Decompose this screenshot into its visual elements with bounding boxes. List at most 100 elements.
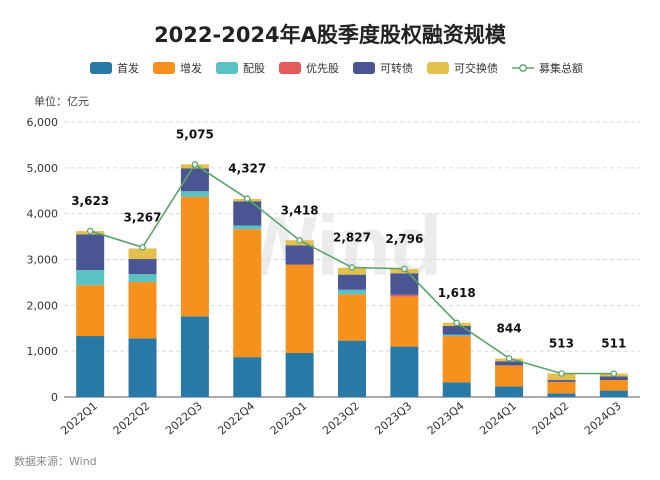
bar-segment xyxy=(285,353,314,397)
bar-segment xyxy=(180,191,209,197)
total-point xyxy=(401,265,408,273)
y-tick-label: 1,000 xyxy=(27,345,59,358)
total-data-label: 844 xyxy=(497,321,522,335)
legend-swatch xyxy=(153,62,175,74)
x-axis: 2022Q1 2022Q2 2022Q3 2022Q4 2023Q1 2023Q2 2023… xyxy=(58,399,623,437)
bar-segment xyxy=(128,248,157,260)
bar-segment xyxy=(547,373,576,381)
x-tick-label: 2022Q4 xyxy=(215,399,257,437)
y-tick-label: 6,000 xyxy=(27,116,59,129)
legend-item[interactable]: 首发 xyxy=(90,61,139,75)
legend-label: 募集总额 xyxy=(539,61,583,75)
bar-segment xyxy=(128,274,157,282)
x-tick-label: 2024Q1 xyxy=(477,399,519,437)
total-point xyxy=(453,319,460,327)
total-point xyxy=(610,370,618,377)
x-tick-label: 2022Q1 xyxy=(58,399,100,437)
total-data-label: 3,623 xyxy=(71,194,109,208)
bar-segment xyxy=(495,386,524,397)
total-data-label: 2,796 xyxy=(385,232,423,246)
y-tick-label: 3,000 xyxy=(27,254,59,267)
legend-label: 配股 xyxy=(243,62,265,75)
bar-segment xyxy=(128,259,157,275)
legend-item[interactable]: 募集总额 xyxy=(512,61,583,75)
unit-label: 单位：亿元 xyxy=(34,94,89,108)
legend-swatch xyxy=(90,62,112,74)
bar-segment xyxy=(338,267,366,275)
total-point xyxy=(505,355,513,362)
bar-segment xyxy=(495,365,524,387)
legend-item[interactable]: 可交换债 xyxy=(427,61,498,75)
legend-swatch xyxy=(427,62,449,74)
legend-label: 优先股 xyxy=(306,62,339,75)
bar-segment xyxy=(442,325,471,335)
legend: 首发 增发 配股 优先股 可转债 可交换债 募集总额 xyxy=(90,61,583,75)
legend-item[interactable]: 增发 xyxy=(153,61,202,75)
x-tick-label: 2022Q2 xyxy=(111,399,153,437)
legend-label: 首发 xyxy=(117,61,139,75)
bar-segment xyxy=(442,336,471,383)
x-tick-label: 2023Q3 xyxy=(372,399,414,437)
bar-segment xyxy=(442,334,471,337)
total-point xyxy=(139,244,146,251)
bar-segment xyxy=(338,340,366,397)
total-point xyxy=(296,237,303,244)
total-point xyxy=(558,370,565,377)
total-data-label: 511 xyxy=(601,337,626,351)
legend-label: 增发 xyxy=(180,61,202,75)
bar-segment xyxy=(390,273,419,295)
bar-segment xyxy=(285,245,314,265)
legend-swatch xyxy=(353,62,375,74)
total-point xyxy=(348,264,356,271)
legend-label: 可交换债 xyxy=(454,61,498,75)
bar-segment xyxy=(495,361,524,366)
total-data-label: 513 xyxy=(549,336,574,350)
y-tick-label: 0 xyxy=(51,391,58,404)
x-tick-label: 2022Q3 xyxy=(163,399,205,437)
bar-segment xyxy=(338,294,366,341)
bar-segment xyxy=(76,270,105,286)
legend-item[interactable]: 配股 xyxy=(216,62,265,75)
legend-marker xyxy=(519,64,527,72)
bar-segment xyxy=(285,264,314,353)
bar-segment xyxy=(599,390,628,397)
legend-item[interactable]: 可转债 xyxy=(353,61,413,75)
bar-segment xyxy=(233,357,262,397)
bar-segment xyxy=(233,225,262,230)
total-data-label: 2,827 xyxy=(333,230,371,244)
bar-segment xyxy=(390,296,419,347)
bar-segment xyxy=(547,393,576,397)
y-tick-label: 5,000 xyxy=(27,162,59,175)
total-data-label: 5,075 xyxy=(176,127,214,141)
total-point xyxy=(86,227,94,235)
legend-swatch xyxy=(279,62,301,74)
bar-segment xyxy=(599,376,628,381)
bar-segment xyxy=(442,382,471,397)
x-tick-label: 2024Q2 xyxy=(530,399,572,437)
total-data-label: 3,267 xyxy=(124,210,162,224)
bar-segment xyxy=(233,229,262,358)
bar-segment xyxy=(76,234,105,271)
bar-segment xyxy=(547,380,576,382)
bar-segment xyxy=(128,338,157,397)
total-data-label: 4,327 xyxy=(228,162,266,176)
total-line: 3,623 3,267 5,075 4,327 3,418 2,827 2,796 1,618… xyxy=(71,127,626,377)
legend-label: 可转债 xyxy=(380,61,413,75)
total-point xyxy=(191,161,199,168)
total-point xyxy=(244,195,251,202)
total-data-label: 3,418 xyxy=(281,203,319,217)
x-tick-label: 2023Q1 xyxy=(268,399,310,437)
legend-item[interactable]: 优先股 xyxy=(279,62,339,75)
source-note: 数据来源：Wind xyxy=(14,454,97,468)
x-tick-label: 2024Q3 xyxy=(582,399,624,437)
y-tick-label: 2,000 xyxy=(27,299,59,312)
bar-segment xyxy=(76,336,105,397)
bar-segment xyxy=(390,346,419,397)
total-data-label: 1,618 xyxy=(438,286,476,300)
bar-segment xyxy=(180,316,209,397)
bar-segment xyxy=(338,274,366,290)
bar-segment xyxy=(599,380,628,391)
bar-segment xyxy=(233,201,262,226)
chart-title: 2022-2024年A股季度股权融资规模 xyxy=(154,23,507,47)
bar-segment xyxy=(547,381,576,394)
